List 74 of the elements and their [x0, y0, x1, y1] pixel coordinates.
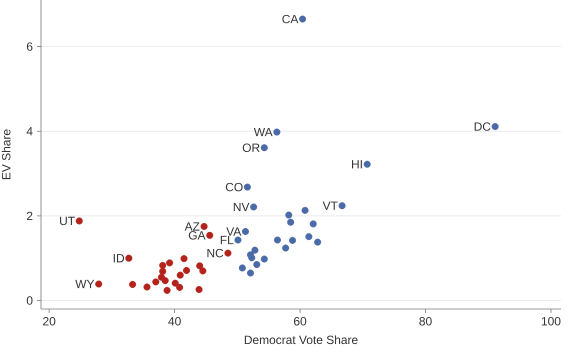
- point: [289, 236, 296, 244]
- point: [299, 16, 306, 23]
- point: [162, 277, 169, 284]
- point: [234, 236, 242, 244]
- point: [253, 261, 260, 268]
- point: [76, 217, 83, 224]
- point: [183, 266, 190, 274]
- point: [166, 259, 174, 266]
- point: [242, 228, 249, 236]
- point: [144, 283, 151, 290]
- point: [274, 236, 281, 244]
- data-label: UT: [60, 216, 75, 226]
- data-label: OR: [242, 144, 260, 152]
- point: [250, 203, 258, 210]
- point: [176, 284, 184, 291]
- data-label: DC: [474, 122, 490, 131]
- point: [338, 202, 346, 210]
- point: [314, 238, 322, 246]
- x-axis-title: Democrat Vote Share: [244, 335, 358, 344]
- point: [364, 160, 371, 168]
- data-label: FL: [220, 236, 234, 244]
- x-tick-label: 80: [419, 317, 432, 326]
- point: [196, 286, 203, 294]
- data-label: VA: [226, 227, 242, 236]
- point: [152, 278, 160, 286]
- y-tick-label: 2: [26, 212, 32, 220]
- data-label: NC: [207, 248, 224, 258]
- x-tick-label: 100: [542, 317, 560, 326]
- x-tick-label: 40: [168, 317, 181, 326]
- point: [305, 233, 312, 240]
- point: [282, 244, 290, 252]
- point: [244, 184, 251, 191]
- point: [159, 262, 166, 269]
- point: [129, 280, 136, 288]
- data-label: VT: [322, 202, 338, 210]
- y-axis-title: EV Share: [2, 129, 10, 180]
- point: [196, 262, 204, 270]
- x-tick-label: 20: [43, 317, 56, 326]
- point: [251, 246, 258, 254]
- point: [285, 212, 292, 219]
- point: [176, 272, 184, 279]
- data-label: CA: [282, 14, 298, 24]
- point: [273, 128, 280, 136]
- point: [172, 280, 179, 287]
- point: [164, 286, 171, 294]
- point: [248, 254, 256, 262]
- point: [247, 270, 254, 277]
- point: [260, 256, 268, 263]
- data-label: HI: [352, 160, 362, 168]
- y-tick-label: 0: [26, 296, 33, 305]
- x-tick-label: 60: [294, 317, 306, 326]
- data-label: WA: [254, 128, 273, 136]
- y-tick-label: 6: [26, 42, 32, 51]
- point: [224, 250, 232, 257]
- point: [260, 144, 268, 152]
- data-label: CO: [226, 182, 243, 192]
- y-tick-label: 4: [26, 127, 33, 136]
- point: [302, 206, 309, 214]
- data-label: GA: [188, 231, 206, 240]
- data-label: AZ: [184, 222, 200, 231]
- point: [180, 255, 188, 262]
- point: [159, 268, 166, 275]
- data-label: ID: [114, 254, 124, 262]
- data-label: WY: [75, 280, 94, 288]
- point: [199, 267, 206, 274]
- point: [200, 222, 208, 230]
- point: [95, 280, 102, 288]
- point: [310, 220, 317, 228]
- data-label: NV: [234, 202, 250, 212]
- point: [287, 218, 294, 226]
- point: [492, 123, 499, 130]
- point: [206, 232, 214, 239]
- point: [238, 264, 246, 272]
- point: [125, 254, 132, 262]
